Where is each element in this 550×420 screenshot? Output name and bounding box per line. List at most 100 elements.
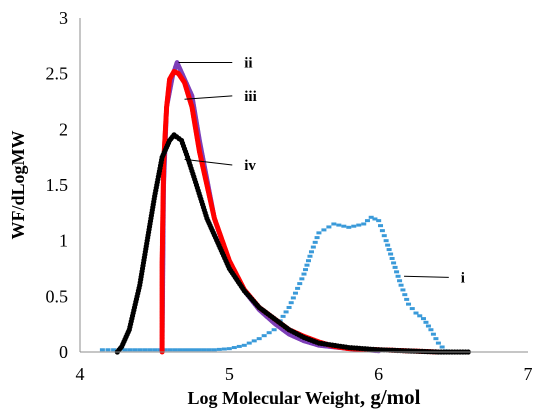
data-point [314,236,320,240]
data-point [206,348,212,352]
data-point [122,348,128,352]
data-point [372,217,378,221]
data-point [301,272,307,276]
data-point [351,224,357,228]
data-point [266,331,272,335]
data-point [286,305,292,309]
data-point [191,348,197,352]
y-tick-label: 0 [59,342,68,362]
data-point [368,215,374,219]
data-point [423,320,429,324]
data-point [420,317,426,321]
x-tick-label: 7 [524,364,533,384]
data-point [299,277,305,281]
x-tick-label: 5 [225,364,234,384]
annotation-label-i: i [461,270,465,286]
data-point [288,301,294,305]
data-point [389,256,395,260]
data-point [182,348,188,352]
data-point [428,328,434,332]
data-point [341,224,347,228]
data-point [172,348,178,352]
data-point [231,346,237,350]
annotation-label-iv: iv [244,158,256,174]
data-point [256,337,262,341]
data-point [425,324,431,328]
data-point [331,222,337,226]
data-point [361,222,367,226]
x-tick-label: 6 [374,364,383,384]
data-point [388,252,394,256]
data-point [310,245,316,249]
x-axis-title: Log Molecular Weight, g/mol [188,385,421,409]
series-i [99,215,449,353]
data-point [196,348,202,352]
data-point [290,296,296,300]
annotation-label-iii: iii [244,89,257,105]
data-point [385,243,391,247]
data-point [221,347,227,351]
plot-area [99,60,471,355]
data-point [307,254,313,258]
data-point [280,314,286,318]
data-point [404,297,410,301]
data-point [147,348,153,352]
data-point [304,263,310,267]
x-axis-title-unit: , g/mol [360,385,421,409]
data-point [236,344,242,348]
data-point [295,286,301,290]
data-point [201,348,207,352]
y-tick-label: 2 [59,119,68,139]
data-point [321,228,327,232]
annotation-label-ii: ii [244,56,252,72]
data-point [336,223,342,227]
data-point [241,343,247,347]
y-tick-label: 1 [59,231,68,251]
data-point [297,282,303,286]
data-point [376,219,382,223]
data-point [326,225,332,229]
data-point [394,270,400,274]
data-point [105,348,111,352]
data-point [99,348,105,352]
data-point [435,341,441,345]
data-point [386,248,392,252]
data-point [246,341,252,345]
y-tick-label: 3 [59,8,68,28]
data-point [292,291,298,295]
annotation-leader-line [184,95,233,100]
data-point [226,347,232,351]
y-axis-title: WF/dLogMW [8,130,28,239]
data-point [261,334,267,338]
data-point [413,311,419,315]
data-point [395,274,401,278]
data-point [383,239,389,243]
data-point [400,288,406,292]
y-tick-labels: 0 0.5 1 1.5 2 2.5 3 [46,8,69,362]
data-point [391,261,397,265]
y-tick-label: 1.5 [46,175,69,195]
data-point [364,219,370,223]
data-point [251,339,257,343]
data-point [316,231,322,235]
data-point [111,348,117,352]
data-point [216,347,222,351]
data-point [271,328,277,332]
data-point [379,229,385,233]
data-point [439,345,445,349]
annotation-leader-line [184,158,233,166]
data-point [211,348,217,352]
series-iv [114,132,471,355]
data-point [132,348,138,352]
data-point [406,302,412,306]
x-tick-label: 4 [76,364,85,384]
data-point [378,224,384,228]
data-point [283,310,289,314]
y-tick-label: 2.5 [46,64,69,84]
data-point [402,293,408,297]
data-point [430,332,436,336]
data-point [305,259,311,263]
data-point [398,283,404,287]
